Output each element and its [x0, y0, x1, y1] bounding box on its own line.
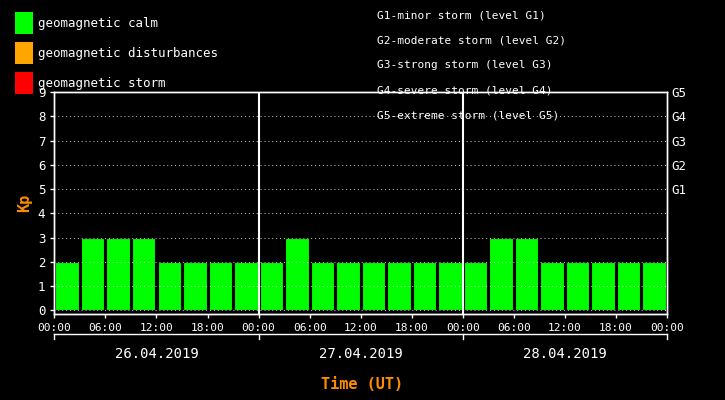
Bar [55, 262, 79, 310]
Y-axis label: Kp: Kp [17, 194, 33, 212]
Bar [260, 262, 283, 310]
Bar [234, 262, 257, 310]
Bar [209, 262, 232, 310]
Text: 28.04.2019: 28.04.2019 [523, 347, 607, 361]
Bar [642, 262, 666, 310]
Text: Time (UT): Time (UT) [321, 377, 404, 392]
Bar [464, 262, 487, 310]
Bar [132, 238, 155, 310]
Text: geomagnetic storm: geomagnetic storm [38, 76, 166, 90]
Bar [566, 262, 589, 310]
Bar [183, 262, 207, 310]
Bar [107, 238, 130, 310]
Bar [81, 238, 104, 310]
Text: G5-extreme storm (level G5): G5-extreme storm (level G5) [377, 111, 559, 121]
Bar [285, 238, 309, 310]
Bar [515, 238, 539, 310]
Bar [387, 262, 411, 310]
Bar [489, 238, 513, 310]
Text: G4-severe storm (level G4): G4-severe storm (level G4) [377, 86, 552, 96]
Text: G3-strong storm (level G3): G3-strong storm (level G3) [377, 60, 552, 70]
Bar [439, 262, 462, 310]
Bar [157, 262, 181, 310]
Bar [413, 262, 436, 310]
Text: G2-moderate storm (level G2): G2-moderate storm (level G2) [377, 35, 566, 45]
Text: 26.04.2019: 26.04.2019 [115, 347, 199, 361]
Bar [310, 262, 334, 310]
Bar [592, 262, 615, 310]
Text: geomagnetic calm: geomagnetic calm [38, 16, 159, 30]
Text: G1-minor storm (level G1): G1-minor storm (level G1) [377, 10, 546, 20]
Bar [336, 262, 360, 310]
Text: 27.04.2019: 27.04.2019 [319, 347, 402, 361]
Text: geomagnetic disturbances: geomagnetic disturbances [38, 46, 218, 60]
Bar [540, 262, 564, 310]
Bar [362, 262, 385, 310]
Bar [617, 262, 640, 310]
